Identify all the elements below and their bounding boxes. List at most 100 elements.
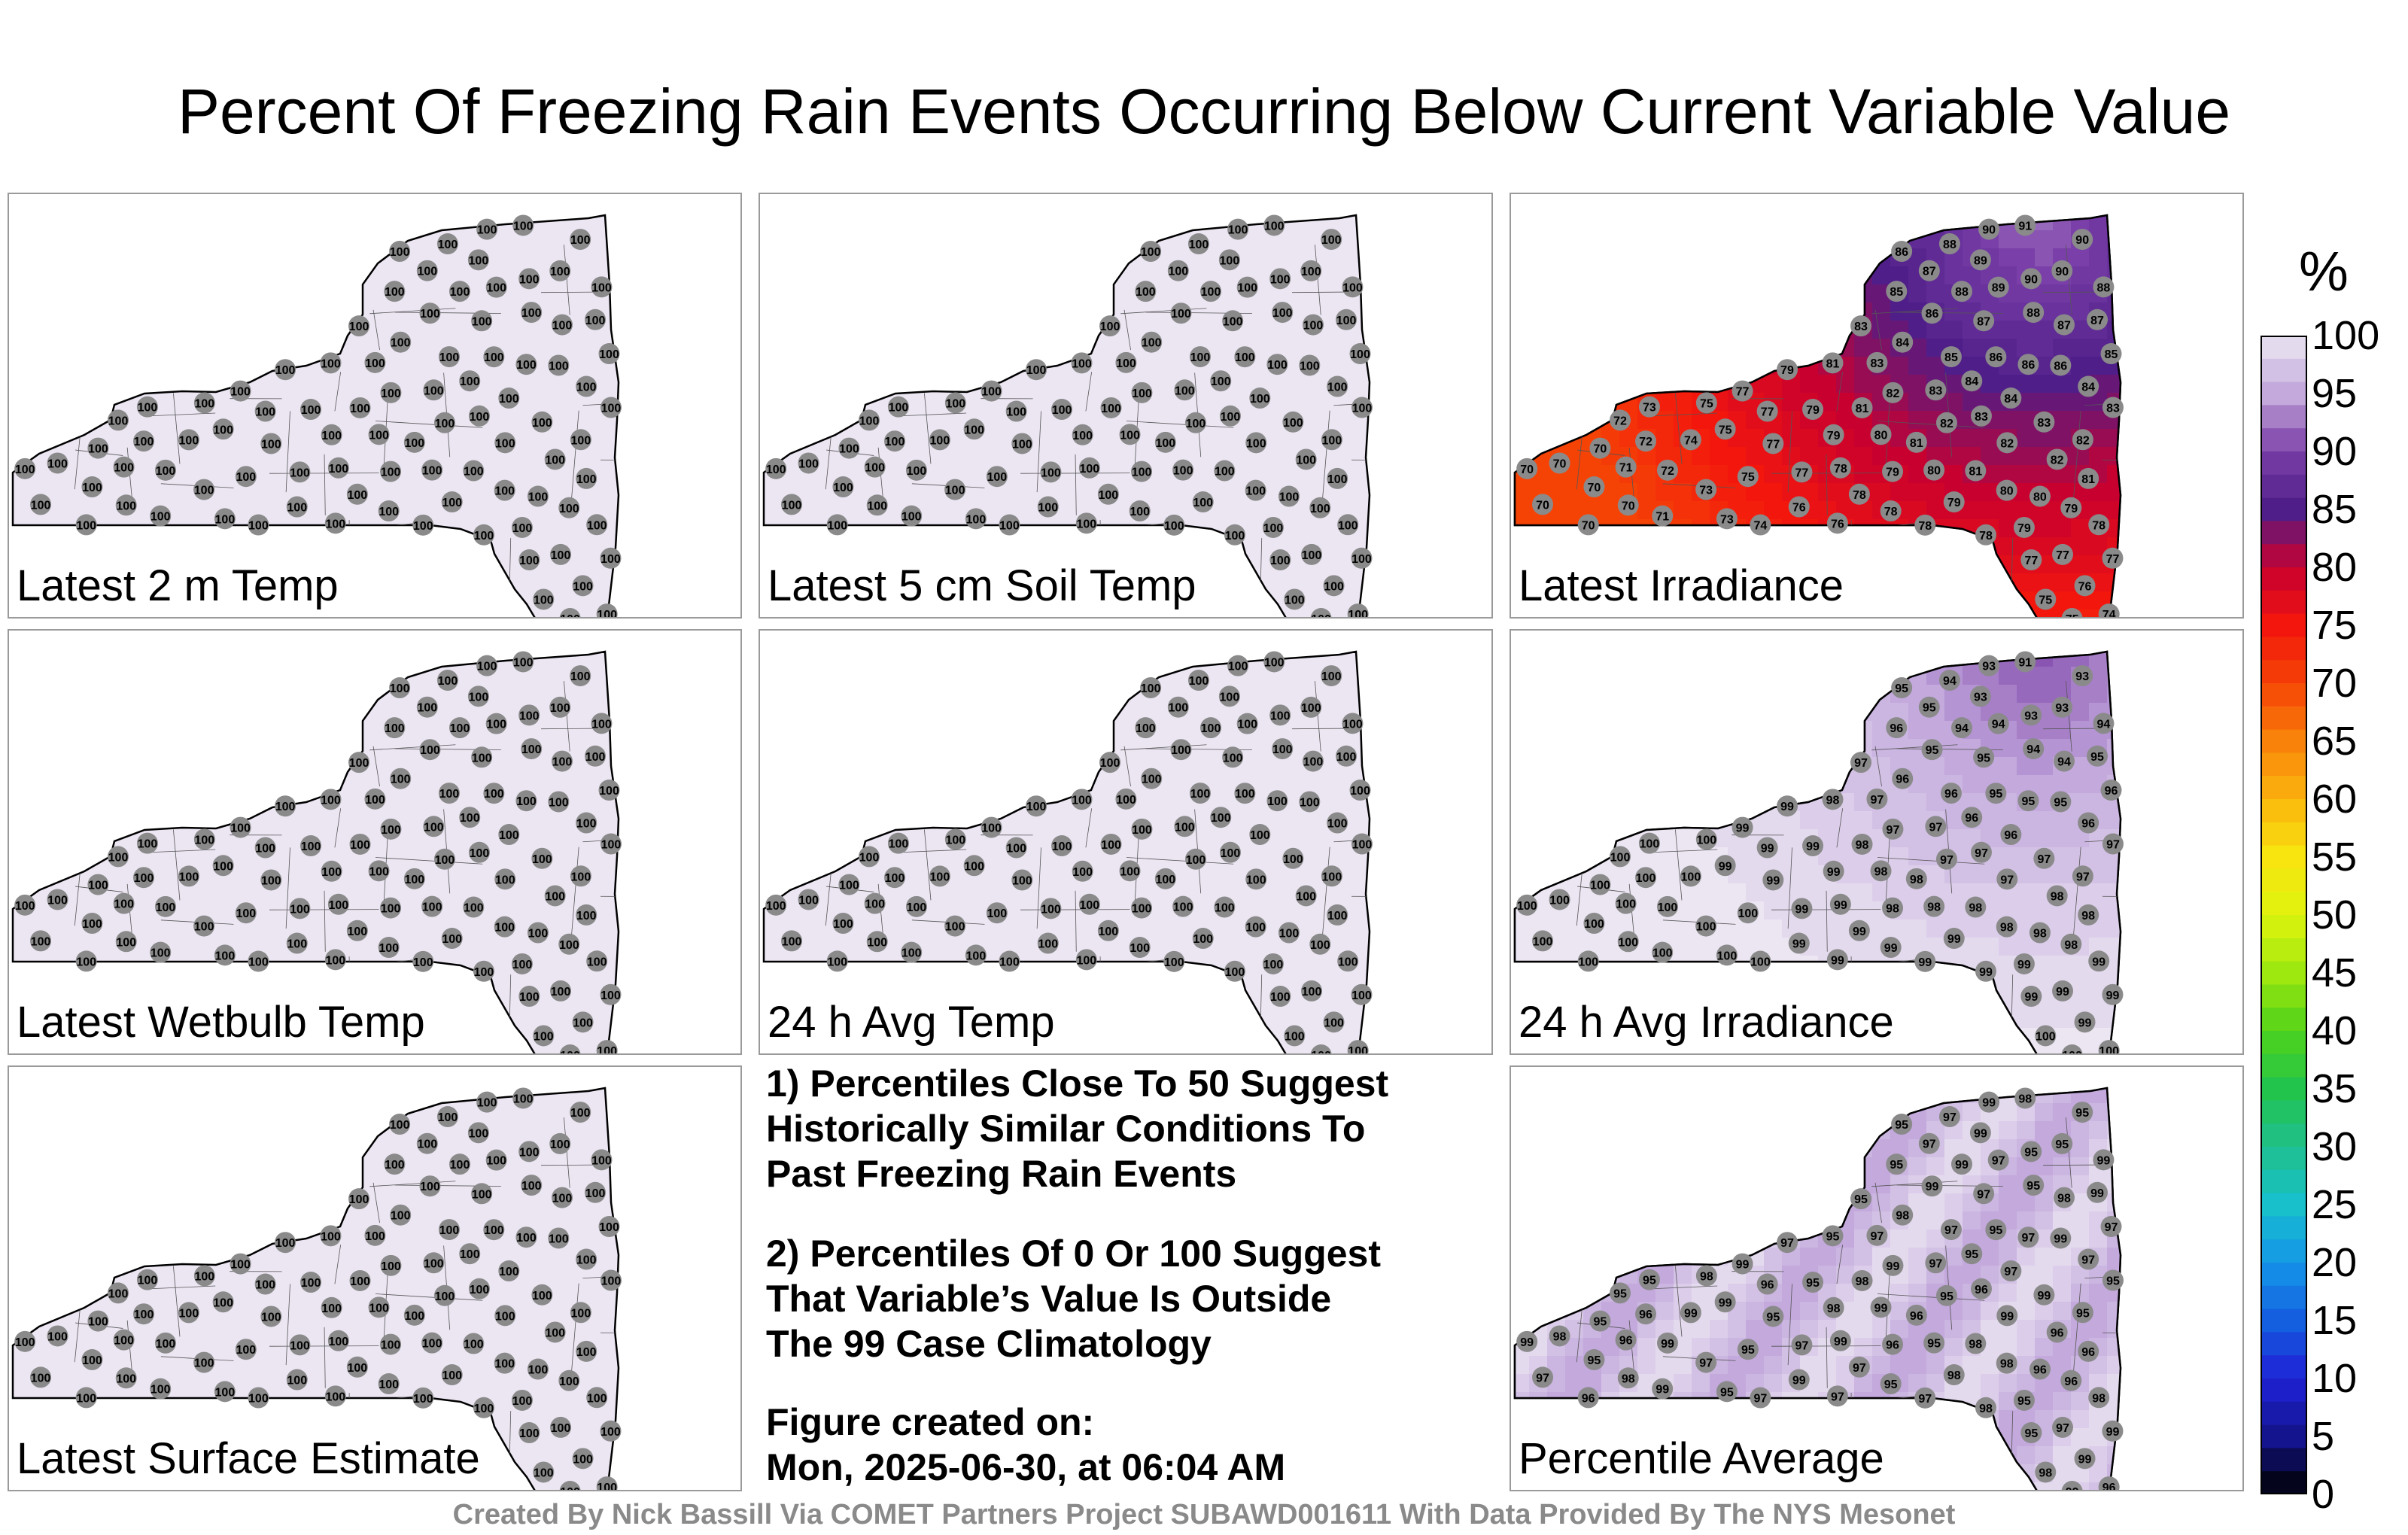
station-marker (2000, 1260, 2022, 1282)
station-value-label: 100 (1301, 702, 1321, 715)
station-marker (1301, 543, 1323, 565)
station-value-label: 100 (1026, 364, 1047, 377)
colorbar-tick-label: 25 (2312, 1182, 2358, 1227)
station-marker (463, 1333, 485, 1354)
station-marker (1791, 461, 1813, 483)
colorbar-segment (2261, 1147, 2307, 1171)
station-value-label: 79 (2017, 522, 2031, 535)
station-marker (2020, 549, 2042, 571)
station-value-label: 100 (321, 1302, 342, 1315)
station-marker (1071, 789, 1093, 810)
station-value-label: 99 (1766, 874, 1780, 887)
station-marker (1351, 833, 1373, 855)
station-value-label: 82 (1887, 388, 1900, 400)
station-marker (1987, 276, 2009, 298)
station-value-label: 100 (946, 834, 966, 847)
station-value-label: 99 (1853, 926, 1866, 938)
station-marker (1750, 1387, 1771, 1409)
station-value-label: 100 (1173, 901, 1193, 914)
station-marker (1040, 898, 1062, 919)
station-marker (47, 452, 68, 474)
station-marker (1532, 494, 1554, 515)
station-marker (1882, 897, 1904, 919)
station-marker (467, 1122, 489, 1144)
station-value-label: 100 (889, 402, 909, 415)
station-value-label: 95 (1766, 1311, 1780, 1324)
station-marker (476, 1091, 498, 1113)
station-marker (1284, 1025, 1306, 1047)
station-value-label: 100 (484, 788, 504, 801)
colorbar-tick-label: 65 (2312, 719, 2358, 764)
colorbar-tick-label: 80 (2312, 545, 2358, 590)
station-value-label: 100 (248, 956, 269, 969)
station-value-label: 95 (2024, 1427, 2038, 1440)
station-marker (390, 331, 412, 353)
station-value-label: 100 (1155, 874, 1175, 886)
station-marker (2053, 750, 2075, 772)
station-value-label: 99 (1719, 1296, 1732, 1309)
station-value-label: 100 (1681, 871, 1701, 883)
station-marker (2078, 375, 2099, 397)
station-marker (1310, 1044, 1332, 1053)
station-value-label: 100 (1221, 411, 1241, 424)
station-marker (598, 1216, 620, 1238)
station-marker (1189, 346, 1211, 368)
station-value-label: 100 (1652, 947, 1673, 960)
note-1-line-2: Historically Similar Conditions To (766, 1108, 1366, 1150)
station-marker (1249, 388, 1271, 409)
station-marker (1886, 1154, 1908, 1175)
station-marker (1236, 276, 1258, 298)
colorbar-segment (2261, 799, 2307, 823)
station-marker (1167, 260, 1189, 281)
station-marker (380, 897, 402, 919)
station-marker (1940, 783, 1962, 804)
station-marker (154, 1332, 176, 1354)
station-value-label: 100 (1186, 418, 1206, 430)
station-value-label: 100 (549, 1233, 569, 1245)
station-marker (1589, 874, 1611, 895)
station-marker (1214, 896, 1236, 918)
station-value-label: 81 (1856, 403, 1869, 415)
station-value-label: 100 (1302, 986, 1322, 999)
station-marker (550, 543, 572, 565)
station-value-label: 100 (326, 518, 346, 530)
station-marker (1172, 895, 1194, 917)
station-marker (1219, 841, 1241, 863)
station-value-label: 100 (76, 519, 96, 532)
station-marker (1822, 789, 1844, 810)
station-value-label: 100 (1348, 609, 1368, 617)
station-marker (2087, 309, 2109, 330)
station-marker (47, 1325, 68, 1347)
station-marker (572, 1448, 594, 1470)
station-value-label: 100 (534, 1030, 554, 1043)
station-marker (1269, 268, 1291, 290)
station-marker (178, 429, 199, 451)
station-value-label: 98 (1969, 1339, 1982, 1351)
station-value-label: 100 (576, 818, 597, 831)
note-2-line-3: The 99 Case Climatology (766, 1323, 1212, 1365)
station-value-label: 100 (534, 1467, 554, 1479)
station-marker (1848, 1356, 1870, 1378)
station-marker (576, 1340, 597, 1362)
station-marker (494, 868, 516, 890)
station-value-label: 100 (1120, 429, 1140, 442)
station-marker (1224, 524, 1245, 546)
station-marker (1037, 496, 1059, 518)
station-marker (324, 949, 346, 971)
station-marker (1549, 889, 1570, 910)
colorbar-segment (2261, 1239, 2307, 1263)
colorbar-segment (2261, 1216, 2307, 1240)
station-value-label: 100 (1223, 315, 1243, 328)
station-marker (235, 466, 257, 488)
colorbar-segment (2261, 822, 2307, 847)
note-1: 1) Percentiles Close To 50 Suggest Histo… (766, 1061, 1388, 1196)
station-marker (2072, 1302, 2093, 1324)
station-marker (416, 260, 438, 281)
station-marker (533, 588, 555, 610)
station-marker (1850, 315, 1872, 337)
station-marker (1777, 795, 1798, 817)
station-value-label: 100 (1640, 838, 1660, 851)
station-marker (471, 310, 493, 332)
station-value-label: 100 (215, 1386, 236, 1399)
station-value-label: 100 (1155, 437, 1175, 450)
